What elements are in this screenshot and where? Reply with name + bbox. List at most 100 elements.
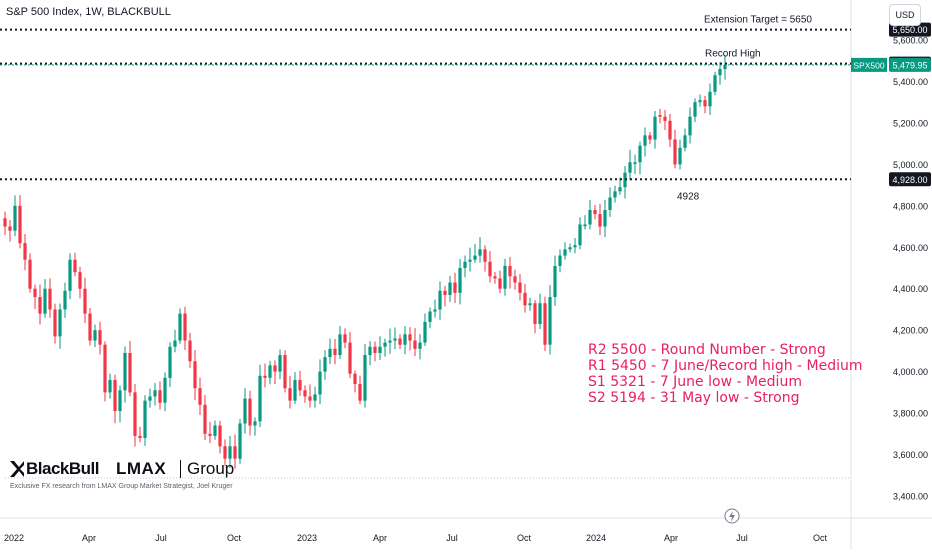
candle-body xyxy=(263,375,267,378)
candle-body xyxy=(633,162,637,164)
candle-body xyxy=(233,446,237,459)
candle-body xyxy=(193,361,197,389)
x-tick-label: 2024 xyxy=(586,533,606,543)
candle-body xyxy=(713,75,717,92)
candle-body xyxy=(443,290,447,295)
candle-body xyxy=(98,330,102,345)
candle-body xyxy=(223,446,227,459)
candle-body xyxy=(103,344,107,393)
candle-body xyxy=(323,357,327,372)
candle-body xyxy=(718,69,722,76)
x-tick-label: Oct xyxy=(813,533,828,543)
research-note: Exclusive FX research from LMAX Group Ma… xyxy=(10,483,233,490)
candle-body xyxy=(488,261,492,277)
candle-body xyxy=(708,91,712,107)
candle-body xyxy=(568,247,572,250)
candle-body xyxy=(408,334,412,341)
level-annotation: Record High xyxy=(705,49,761,60)
candle-body xyxy=(238,423,242,459)
candle-body xyxy=(218,425,222,447)
blackbull-mark-icon xyxy=(10,461,24,477)
candle-body xyxy=(363,355,367,401)
candle-body xyxy=(593,209,597,215)
candle-body xyxy=(423,321,427,343)
candle-body xyxy=(128,352,132,393)
candle-body xyxy=(658,115,662,117)
candle-body xyxy=(368,346,372,356)
brand-name: BlackBull xyxy=(26,459,99,478)
x-tick-label: Oct xyxy=(227,533,242,543)
candle-body xyxy=(433,309,437,312)
candle-body xyxy=(508,265,512,277)
candle-body xyxy=(528,303,532,306)
y-tick-label: 4,600.00 xyxy=(893,243,928,253)
candle-body xyxy=(393,338,397,341)
candle-body xyxy=(243,398,247,424)
x-tick-label: Jul xyxy=(155,533,167,543)
candle-body xyxy=(608,197,612,210)
candle-body xyxy=(258,375,262,422)
y-tick-label: 3,600.00 xyxy=(893,450,928,460)
annotation-r1: R1 5450 - 7 June/Record high - Medium xyxy=(588,358,863,374)
candle-body xyxy=(503,265,507,289)
candle-body xyxy=(418,342,422,349)
x-tick-label: Apr xyxy=(664,533,678,543)
candle-body xyxy=(273,365,277,372)
candle-body xyxy=(678,147,682,165)
y-tick-label: 5,600.00 xyxy=(893,36,928,46)
level-price-label: 4,928.00 xyxy=(892,175,927,185)
symbol-tag-label: SPX500 xyxy=(853,60,884,70)
candle-body xyxy=(153,390,157,397)
candle-body xyxy=(463,261,467,268)
currency-button[interactable]: USD xyxy=(889,4,921,26)
candle-body xyxy=(18,205,22,244)
candle-body xyxy=(618,187,622,192)
candle-body xyxy=(483,249,487,262)
candle-body xyxy=(93,330,97,341)
candle-body xyxy=(38,297,42,314)
x-tick-label: 2023 xyxy=(297,533,317,543)
y-tick-label: 4,200.00 xyxy=(893,326,928,336)
candle-body xyxy=(148,396,152,401)
last-price-label: 5,479.95 xyxy=(892,60,927,70)
level-annotation: 4928 xyxy=(677,191,700,202)
candle-body xyxy=(563,249,567,256)
candle-body xyxy=(478,249,482,256)
candle-body xyxy=(283,355,287,389)
candle-body xyxy=(583,224,587,227)
candle-body xyxy=(48,288,52,310)
candle-body xyxy=(383,342,387,347)
last-price-tag xyxy=(889,57,931,72)
candle-body xyxy=(88,313,92,341)
candle-body xyxy=(343,334,347,343)
level-price-tag xyxy=(889,172,931,187)
candle-body xyxy=(178,313,182,341)
candle-body xyxy=(698,100,702,103)
candle-body xyxy=(643,135,647,146)
candle-body xyxy=(328,348,332,358)
candle-body xyxy=(473,255,477,260)
candle-body xyxy=(353,373,357,385)
y-tick-label: 3,800.00 xyxy=(893,409,928,419)
symbol-tag xyxy=(851,57,887,72)
candle-body xyxy=(228,446,232,459)
candle-body xyxy=(548,297,552,345)
x-tick-label: 2022 xyxy=(4,533,24,543)
candle-body xyxy=(538,303,542,324)
candle-body xyxy=(613,191,617,198)
candle-body xyxy=(428,311,432,322)
candle-body xyxy=(333,348,337,356)
candle-body xyxy=(293,379,297,401)
candle-body xyxy=(338,334,342,356)
event-lightning-icon[interactable] xyxy=(724,508,740,524)
candle-body xyxy=(683,135,687,148)
candle-body xyxy=(248,398,252,426)
candle-body xyxy=(653,116,657,140)
candle-body xyxy=(498,278,502,289)
y-tick-label: 4,400.00 xyxy=(893,284,928,294)
candle-body xyxy=(3,218,7,227)
candle-body xyxy=(73,259,77,273)
candle-body xyxy=(413,340,417,349)
annotation-r2: R2 5500 - Round Number - Strong xyxy=(588,342,826,358)
